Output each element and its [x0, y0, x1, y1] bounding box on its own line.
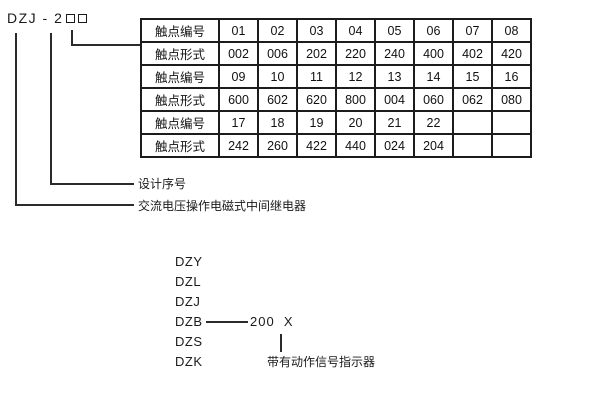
table-cell: [491, 110, 532, 135]
table-cell: 440: [335, 133, 376, 158]
row-header: 触点形式: [140, 87, 220, 112]
table-row: 触点形式 002 006 202 220 240 400 402 420: [140, 41, 532, 66]
row-header: 触点形式: [140, 41, 220, 66]
dzb-model-value: 200 X: [250, 314, 294, 329]
callout-design-serial: 设计序号: [138, 177, 187, 191]
connector-relay-horizontal-line: [15, 204, 134, 206]
indicator-note: 带有动作信号指示器: [267, 355, 376, 369]
table-cell: 07: [452, 18, 493, 43]
row-header: 触点编号: [140, 64, 220, 89]
table-cell: 09: [218, 64, 259, 89]
table-cell: [491, 133, 532, 158]
table-cell: 18: [257, 110, 298, 135]
connector-relay-vertical-line: [15, 33, 17, 205]
table-cell: 22: [413, 110, 454, 135]
table-cell: 242: [218, 133, 259, 158]
table-cell: 10: [257, 64, 298, 89]
table-cell: 402: [452, 41, 493, 66]
table-cell: 400: [413, 41, 454, 66]
legend-item-dzs: DZS: [175, 334, 203, 349]
table-cell: 420: [491, 41, 532, 66]
legend-item-dzl: DZL: [175, 274, 202, 289]
table-cell: 422: [296, 133, 337, 158]
table-cell: 002: [218, 41, 259, 66]
table-cell: 12: [335, 64, 376, 89]
model-code-placeholder-box-2: [78, 13, 88, 23]
callout-relay-description: 交流电压操作电磁式中间继电器: [138, 199, 307, 213]
table-row: 触点形式 242 260 422 440 024 204: [140, 133, 532, 158]
model-code: DZJ - 2: [7, 10, 88, 26]
legend-item-dzk: DZK: [175, 354, 203, 369]
table-cell: 02: [257, 18, 298, 43]
row-header: 触点编号: [140, 18, 220, 43]
table-row: 触点形式 600 602 620 800 004 060 062 080: [140, 87, 532, 112]
table-cell: 03: [296, 18, 337, 43]
table-cell: 13: [374, 64, 415, 89]
table-row: 触点编号 01 02 03 04 05 06 07 08: [140, 18, 532, 43]
table-cell: 024: [374, 133, 415, 158]
model-code-placeholder-box-1: [66, 13, 76, 23]
table-cell: 004: [374, 87, 415, 112]
table-cell: 01: [218, 18, 259, 43]
dzb-dash-line: [206, 321, 248, 323]
legend-item-dzy: DZY: [175, 254, 203, 269]
table-cell: 204: [413, 133, 454, 158]
table-cell: 04: [335, 18, 376, 43]
connector-serial-horizontal-line: [50, 183, 134, 185]
table-row: 触点编号 09 10 11 12 13 14 15 16: [140, 64, 532, 89]
table-cell: 19: [296, 110, 337, 135]
table-cell: 220: [335, 41, 376, 66]
table-cell: 17: [218, 110, 259, 135]
connector-table-vertical-line: [71, 30, 73, 45]
table-cell: 006: [257, 41, 298, 66]
connector-table-horizontal-line: [71, 44, 140, 46]
table-row: 触点编号 17 18 19 20 21 22: [140, 110, 532, 135]
table-cell: 080: [491, 87, 532, 112]
model-code-text: DZJ - 2: [7, 10, 64, 26]
table-cell: 062: [452, 87, 493, 112]
table-cell: 14: [413, 64, 454, 89]
connector-serial-vertical-line: [50, 33, 52, 184]
contact-code-table: 触点编号 01 02 03 04 05 06 07 08 触点形式 002 00…: [140, 18, 532, 158]
table-cell: 240: [374, 41, 415, 66]
table-cell: 15: [452, 64, 493, 89]
table-cell: 600: [218, 87, 259, 112]
table-cell: 20: [335, 110, 376, 135]
table-cell: 602: [257, 87, 298, 112]
table-cell: 21: [374, 110, 415, 135]
table-cell: [452, 110, 493, 135]
table-cell: 16: [491, 64, 532, 89]
legend-item-dzj: DZJ: [175, 294, 201, 309]
table-cell: 620: [296, 87, 337, 112]
table-cell: 060: [413, 87, 454, 112]
table-cell: 08: [491, 18, 532, 43]
table-cell: 260: [257, 133, 298, 158]
table-cell: 202: [296, 41, 337, 66]
table-cell: 06: [413, 18, 454, 43]
table-cell: [452, 133, 493, 158]
table-cell: 11: [296, 64, 337, 89]
row-header: 触点形式: [140, 133, 220, 158]
table-cell: 800: [335, 87, 376, 112]
table-cell: 05: [374, 18, 415, 43]
legend-item-dzb: DZB: [175, 314, 203, 329]
row-header: 触点编号: [140, 110, 220, 135]
indicator-pointer-line: [280, 334, 282, 352]
